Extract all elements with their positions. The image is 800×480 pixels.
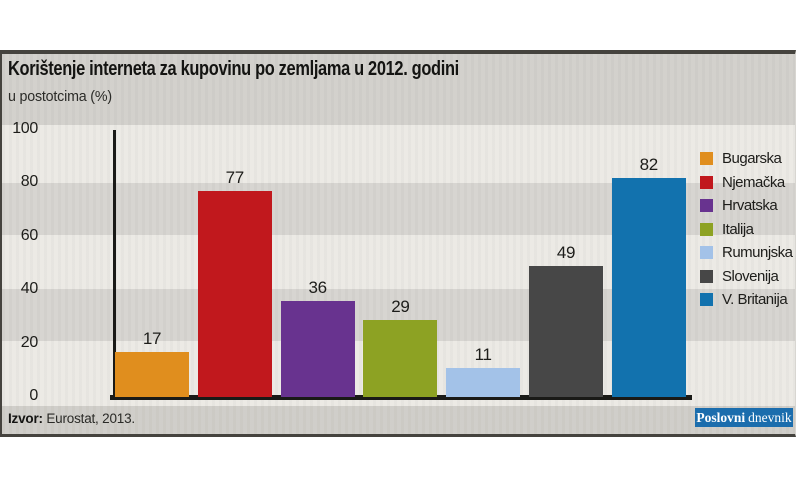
bar-v-britanija: [611, 178, 686, 397]
bar-value-label: 11: [474, 345, 492, 364]
source-text: Eurostat, 2013.: [46, 411, 135, 426]
y-tick-20: 20: [20, 333, 39, 351]
y-tick-80: 80: [20, 173, 39, 191]
bar-value-label: 82: [639, 155, 659, 174]
poslovni-dnevnik-logo: Poslovni dnevnik: [695, 408, 793, 427]
legend-swatch: [700, 152, 713, 165]
bar-hrvatska: [280, 301, 355, 397]
chart-unit-label: u postotcima (%): [8, 88, 112, 105]
legend-label: Slovenija: [722, 267, 779, 285]
legend-swatch: [700, 293, 713, 306]
chart-title: Korištenje interneta za kupovinu po zeml…: [8, 58, 459, 80]
bar-italija: [363, 320, 438, 397]
legend-label: V. Britanija: [722, 291, 788, 308]
source-label: Izvor:: [8, 411, 43, 426]
legend-label: Italija: [722, 220, 754, 238]
legend-swatch: [700, 269, 713, 283]
legend-swatch: [700, 246, 713, 259]
y-tick-40: 40: [20, 280, 39, 298]
bar-value-label: 29: [391, 297, 410, 316]
bar-njema-ka: [197, 191, 272, 397]
y-tick-60: 60: [20, 226, 39, 244]
y-axis-line: [113, 130, 116, 397]
bar-value-label: 17: [142, 329, 162, 348]
legend-swatch: [700, 175, 713, 189]
legend-label: Hrvatska: [722, 197, 778, 214]
legend-label: Bugarska: [722, 150, 782, 167]
bar-value-label: 77: [225, 168, 245, 187]
bar-slovenija: [529, 266, 603, 397]
logo-text-bold: Poslovni: [696, 409, 746, 425]
bar-value-label: 36: [308, 278, 327, 297]
legend-label: Njemačka: [722, 173, 785, 191]
legend-swatch: [700, 199, 713, 212]
x-axis-line: [110, 395, 692, 400]
source-note: Izvor: Eurostat, 2013.: [8, 411, 135, 426]
legend-label: Rumunjska: [722, 244, 793, 261]
bar-bugarska: [115, 352, 189, 397]
y-tick-0: 0: [29, 387, 38, 404]
y-tick-100: 100: [12, 120, 38, 137]
legend-swatch: [700, 222, 713, 236]
bar-value-label: 49: [556, 243, 576, 262]
logo-text-regular: dnevnik: [748, 409, 792, 425]
bar-rumunjska: [446, 368, 521, 397]
